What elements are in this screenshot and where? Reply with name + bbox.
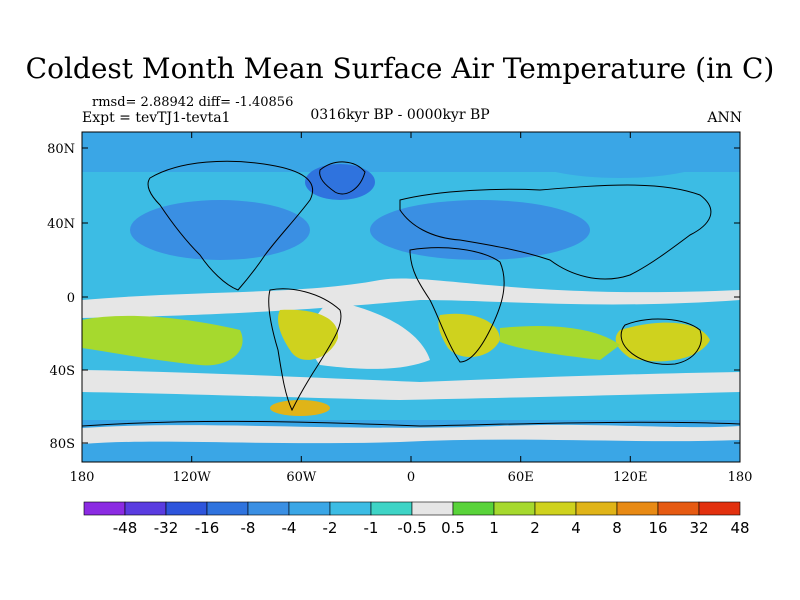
colorbar-swatch — [452, 501, 495, 516]
colorbar-label: -48 — [113, 519, 138, 537]
colorbar-label: -8 — [241, 519, 256, 537]
australia-outline — [620, 318, 702, 365]
field-antarctic-peninsula — [270, 400, 330, 416]
lat-tick-label: 40S — [50, 364, 75, 379]
field-asia — [370, 200, 590, 260]
experiment-label: Expt = tevTJ1-tevta1 — [82, 110, 231, 126]
colorbar-label: -32 — [154, 519, 179, 537]
colorbar-swatch — [657, 501, 700, 516]
lon-tick-label: 120E — [613, 470, 647, 485]
colorbar-label: 1 — [489, 519, 499, 537]
map-field — [82, 132, 740, 462]
colorbar-label: 48 — [730, 519, 749, 537]
colorbar-swatch — [698, 501, 741, 516]
colorbar-label: 8 — [612, 519, 622, 537]
north-america-outline — [147, 160, 313, 291]
colorbar-swatch — [616, 501, 659, 516]
colorbar-label: -1 — [364, 519, 379, 537]
field-south-africa — [438, 313, 500, 358]
field-southern-band — [82, 370, 740, 400]
eurasia-outline — [399, 184, 712, 280]
colorbar-label: 2 — [530, 519, 540, 537]
colorbar-swatch — [534, 501, 577, 516]
lon-tick-label: 60W — [286, 470, 317, 485]
antarctica-outline — [82, 420, 740, 427]
longitude-axis: 180 120W 60W 0 60E 120E 180 — [70, 132, 753, 485]
field-pacific-green — [82, 315, 243, 366]
field-indian-ocean — [500, 325, 620, 360]
lat-tick-label: 80N — [47, 142, 75, 157]
field-south-america — [278, 309, 339, 360]
south-america-outline — [268, 288, 342, 412]
colorbar-label: 32 — [689, 519, 708, 537]
lat-tick-label: 80S — [50, 437, 75, 452]
lon-tick-label: 0 — [407, 470, 415, 485]
colorbar-label: -2 — [323, 519, 338, 537]
field-cold-greenland — [305, 164, 375, 200]
colorbar-swatch — [575, 501, 618, 516]
colorbar-swatch — [124, 501, 167, 516]
colorbar-swatch — [411, 501, 454, 516]
field-atlantic-neutral — [309, 300, 430, 369]
colorbar-label: -4 — [282, 519, 297, 537]
colorbar-swatch — [165, 501, 208, 516]
coastlines — [82, 160, 740, 427]
field-tropical-band — [82, 278, 740, 318]
map-title: Coldest Month Mean Surface Air Temperatu… — [25, 52, 775, 85]
lat-tick-label: 0 — [67, 291, 75, 306]
field-australia — [615, 322, 710, 362]
latitude-axis: 80N 40N 0 40S 80S — [47, 142, 740, 452]
lon-tick-label: 60E — [508, 470, 534, 485]
season-label: ANN — [707, 110, 742, 126]
lon-tick-label: 120W — [173, 470, 212, 485]
colorbar: -48 -32 -16 -8 -4 -2 -1 -0.5 0.5 1 2 4 8 16 32 48 — [83, 501, 750, 537]
colorbar-swatch — [288, 501, 331, 516]
lon-tick-label: 180 — [70, 470, 95, 485]
colorbar-label: 4 — [571, 519, 581, 537]
colorbar-swatch — [247, 501, 290, 516]
stats-text: rmsd= 2.88942 diff= -1.40856 — [92, 95, 294, 110]
field-north-america — [130, 200, 310, 260]
colorbar-label: -16 — [195, 519, 220, 537]
colorbar-label: -0.5 — [397, 519, 426, 537]
colorbar-swatch — [329, 501, 372, 516]
colorbar-swatch — [370, 501, 413, 516]
lon-tick-label: 180 — [728, 470, 753, 485]
greenland-outline — [319, 161, 366, 195]
field-antarctic-neutral — [82, 424, 740, 444]
colorbar-swatch — [206, 501, 249, 516]
africa-outline — [409, 247, 505, 363]
colorbar-label: 0.5 — [441, 519, 465, 537]
field-cold-siberia — [530, 138, 710, 178]
colorbar-label: 16 — [648, 519, 667, 537]
colorbar-swatch — [83, 501, 126, 516]
period-label: 0316kyr BP - 0000kyr BP — [310, 107, 490, 123]
lat-tick-label: 40N — [47, 217, 75, 232]
colorbar-swatch — [493, 501, 536, 516]
